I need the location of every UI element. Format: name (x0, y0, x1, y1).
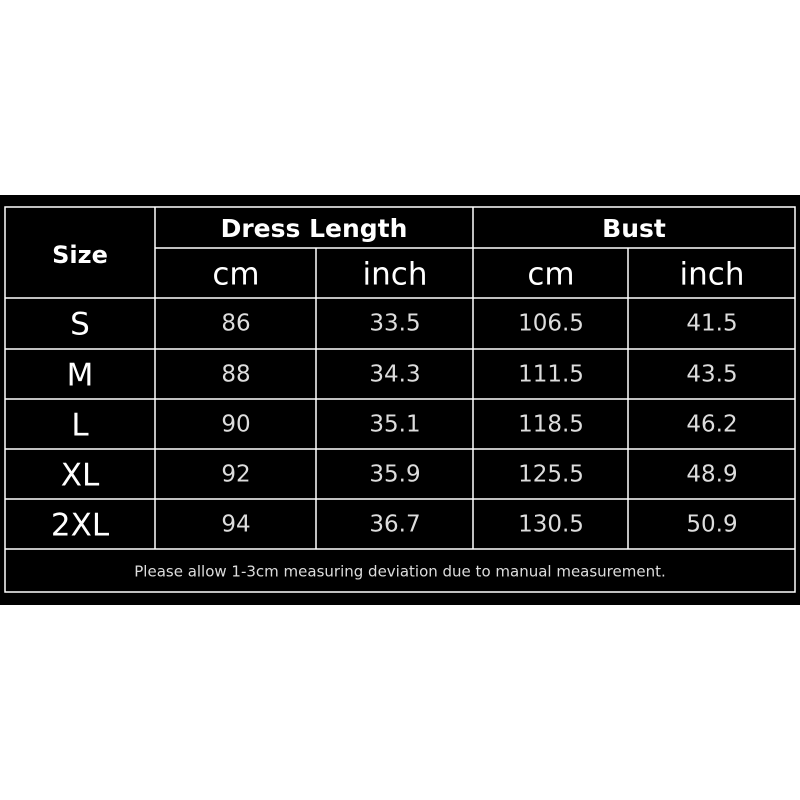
size-label: L (71, 408, 89, 444)
note: Please allow 1-3cm measuring deviation d… (134, 563, 666, 581)
size-label: S (70, 307, 90, 343)
cell-value: 106.5 (518, 311, 584, 337)
cell-value: 35.1 (369, 412, 420, 438)
cell-value: 43.5 (686, 362, 737, 388)
unit-header: cm (527, 257, 574, 293)
cell-value: 34.3 (369, 362, 420, 388)
grid (5, 207, 795, 550)
cell-value: 118.5 (518, 412, 584, 438)
panel (0, 195, 800, 605)
cell-value: 111.5 (518, 362, 584, 388)
cell-value: 130.5 (518, 512, 584, 538)
cell-value: 35.9 (369, 462, 420, 488)
cell-value: 94 (221, 512, 250, 538)
unit-header: inch (680, 257, 745, 293)
cell-value: 92 (221, 462, 250, 488)
cell-value: 125.5 (518, 462, 584, 488)
size-label: 2XL (51, 508, 110, 544)
cell-value: 86 (221, 311, 250, 337)
cell-value: 50.9 (686, 512, 737, 538)
cell-value: 41.5 (686, 311, 737, 337)
cell-value: 88 (221, 362, 250, 388)
cell-value: 33.5 (369, 311, 420, 337)
cell-value: 46.2 (686, 412, 737, 438)
size-label: XL (61, 458, 100, 494)
size-header: Size (52, 241, 108, 269)
cell-value: 90 (221, 412, 250, 438)
unit-header: cm (212, 257, 259, 293)
group-header: Dress Length (221, 214, 408, 243)
group-header: Bust (602, 214, 666, 243)
cell-value: 36.7 (369, 512, 420, 538)
unit-header: inch (363, 257, 428, 293)
cell-value: 48.9 (686, 462, 737, 488)
size-label: M (67, 358, 94, 394)
